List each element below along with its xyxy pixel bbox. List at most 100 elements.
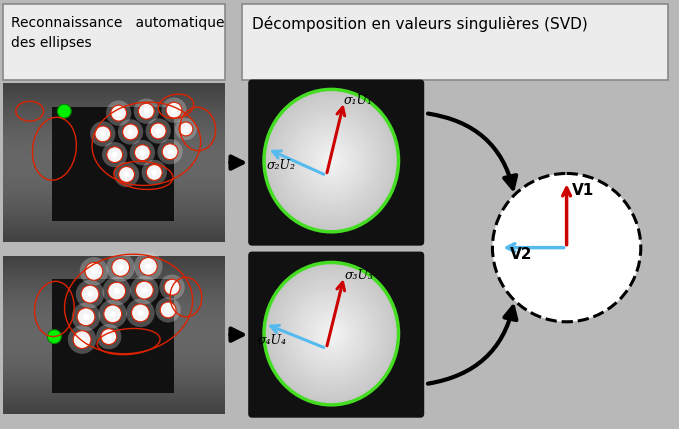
Bar [3,107,225,108]
Circle shape [79,257,108,286]
Text: Reconnaissance   automatique
des ellipses: Reconnaissance automatique des ellipses [11,16,224,50]
Bar [3,235,225,236]
Ellipse shape [298,126,365,196]
Bar [3,187,225,188]
Bar [3,108,225,109]
Bar [3,341,225,342]
Bar [3,117,225,118]
Bar [3,319,225,320]
Ellipse shape [289,289,373,378]
Bar [3,114,225,115]
Bar [3,400,225,401]
Bar [3,361,225,363]
Bar [3,195,225,196]
Circle shape [106,100,131,126]
Bar [3,290,225,291]
Bar [3,378,225,379]
Ellipse shape [314,142,348,179]
Bar [3,192,225,193]
Circle shape [98,299,127,328]
Bar [3,227,225,228]
Ellipse shape [266,92,397,230]
Bar [3,204,225,205]
Circle shape [162,144,178,160]
Circle shape [162,97,187,123]
Circle shape [109,311,116,317]
Bar [3,274,225,275]
Bar [3,118,225,119]
Bar [3,157,225,159]
Bar [3,364,225,366]
Circle shape [104,305,122,323]
Bar [3,411,225,412]
Ellipse shape [323,325,340,342]
Circle shape [145,118,171,144]
Bar [3,392,225,393]
Text: σ₄U₄: σ₄U₄ [258,333,287,347]
Circle shape [134,252,162,281]
Ellipse shape [269,94,394,227]
Bar [3,178,225,179]
Bar [3,357,225,358]
Bar [3,363,225,364]
Circle shape [160,275,185,300]
Bar [3,399,225,400]
Bar [3,384,225,385]
Ellipse shape [293,294,369,374]
Bar [3,131,225,132]
Circle shape [175,118,197,140]
Bar [3,103,225,104]
Ellipse shape [271,97,392,225]
Bar [3,393,225,394]
Bar [3,332,225,334]
Ellipse shape [298,299,365,369]
Circle shape [166,102,182,118]
Bar [3,228,225,229]
Bar [3,241,225,242]
Bar [3,316,225,317]
Text: σ₂U₂: σ₂U₂ [267,159,296,172]
Text: σ₁U₁: σ₁U₁ [344,94,373,107]
Bar [3,273,225,274]
Circle shape [90,121,115,147]
Bar [3,217,225,218]
Bar [3,189,225,190]
Bar [3,94,225,95]
Bar [3,353,225,354]
Bar [3,285,225,286]
Bar [3,402,225,403]
FancyBboxPatch shape [3,4,225,79]
Ellipse shape [323,152,340,169]
Bar [3,188,225,189]
Bar [3,324,225,325]
Bar [3,211,225,212]
Ellipse shape [314,315,348,352]
Bar [3,296,225,297]
Circle shape [183,127,188,131]
FancyBboxPatch shape [52,107,175,221]
Bar [3,412,225,413]
Bar [3,367,225,368]
Circle shape [492,173,641,322]
Bar [3,144,225,145]
Ellipse shape [271,270,392,398]
Bar [3,263,225,264]
Circle shape [141,287,147,293]
Bar [3,106,225,107]
Bar [3,125,225,126]
Bar [3,303,225,304]
Bar [3,257,225,259]
Bar [3,226,225,227]
Bar [3,264,225,266]
Bar [3,190,225,191]
Circle shape [112,259,130,276]
Ellipse shape [285,284,378,383]
Bar [3,203,225,204]
Bar [3,128,225,129]
Bar [3,266,225,267]
Bar [3,372,225,373]
Bar [3,272,225,273]
Bar [3,340,225,341]
Ellipse shape [280,279,382,388]
Bar [3,277,225,278]
